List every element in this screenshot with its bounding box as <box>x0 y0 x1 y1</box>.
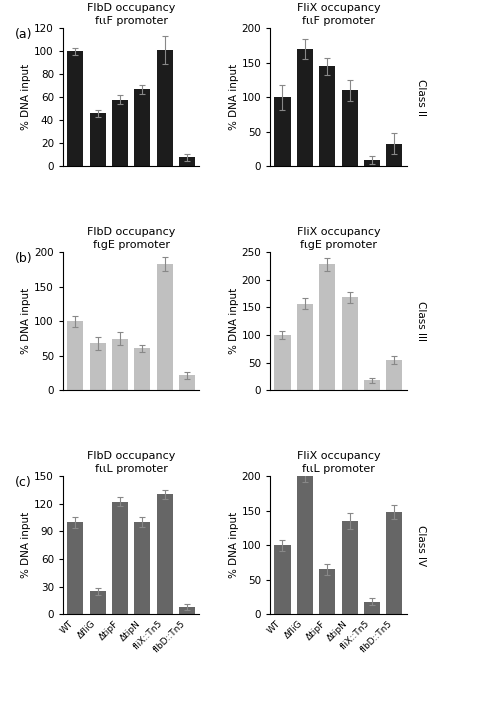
Text: Class IV: Class IV <box>416 525 426 566</box>
Y-axis label: % DNA input: % DNA input <box>228 64 239 131</box>
Text: (b): (b) <box>15 252 32 265</box>
Y-axis label: % DNA input: % DNA input <box>21 288 31 354</box>
Title: FlbD occupancy
fιgE promoter: FlbD occupancy fιgE promoter <box>87 227 175 250</box>
Bar <box>319 264 335 390</box>
Bar <box>112 100 128 167</box>
Title: FliX occupancy
fιιL promoter: FliX occupancy fιιL promoter <box>297 450 380 474</box>
Bar <box>274 545 290 614</box>
Bar <box>297 476 313 614</box>
Bar <box>157 494 173 614</box>
Text: Class III: Class III <box>416 301 426 341</box>
Bar <box>157 264 173 390</box>
Title: FlbD occupancy
fιιL promoter: FlbD occupancy fιιL promoter <box>87 450 175 474</box>
Bar <box>179 157 195 167</box>
Bar <box>134 348 151 390</box>
Y-axis label: % DNA input: % DNA input <box>21 512 31 578</box>
Text: (a): (a) <box>15 28 32 41</box>
Bar <box>364 602 380 614</box>
Bar <box>67 522 83 614</box>
Bar <box>386 360 402 390</box>
Text: Class II: Class II <box>416 79 426 116</box>
Bar <box>112 502 128 614</box>
Bar <box>67 321 83 390</box>
Bar <box>319 66 335 167</box>
Bar <box>90 114 106 167</box>
Bar <box>90 343 106 390</box>
Bar <box>386 143 402 167</box>
Bar <box>297 49 313 167</box>
Title: FlbD occupancy
fιιF promoter: FlbD occupancy fιιF promoter <box>87 3 175 26</box>
Bar <box>342 90 358 167</box>
Bar <box>274 97 290 167</box>
Bar <box>134 89 151 167</box>
Bar <box>157 50 173 167</box>
Bar <box>364 381 380 390</box>
Title: FliX occupancy
fιιF promoter: FliX occupancy fιιF promoter <box>297 3 380 26</box>
Bar <box>179 375 195 390</box>
Bar <box>319 569 335 614</box>
Bar <box>297 304 313 390</box>
Bar <box>364 160 380 167</box>
Title: FliX occupancy
fιgE promoter: FliX occupancy fιgE promoter <box>297 227 380 250</box>
Bar <box>342 297 358 390</box>
Bar <box>67 52 83 167</box>
Bar <box>179 607 195 614</box>
Y-axis label: % DNA input: % DNA input <box>228 288 239 354</box>
Bar <box>112 338 128 390</box>
Bar <box>90 591 106 614</box>
Bar <box>386 512 402 614</box>
Y-axis label: % DNA input: % DNA input <box>21 64 31 131</box>
Text: (c): (c) <box>15 476 31 489</box>
Bar <box>134 522 151 614</box>
Bar <box>274 335 290 390</box>
Bar <box>342 521 358 614</box>
Y-axis label: % DNA input: % DNA input <box>228 512 239 578</box>
